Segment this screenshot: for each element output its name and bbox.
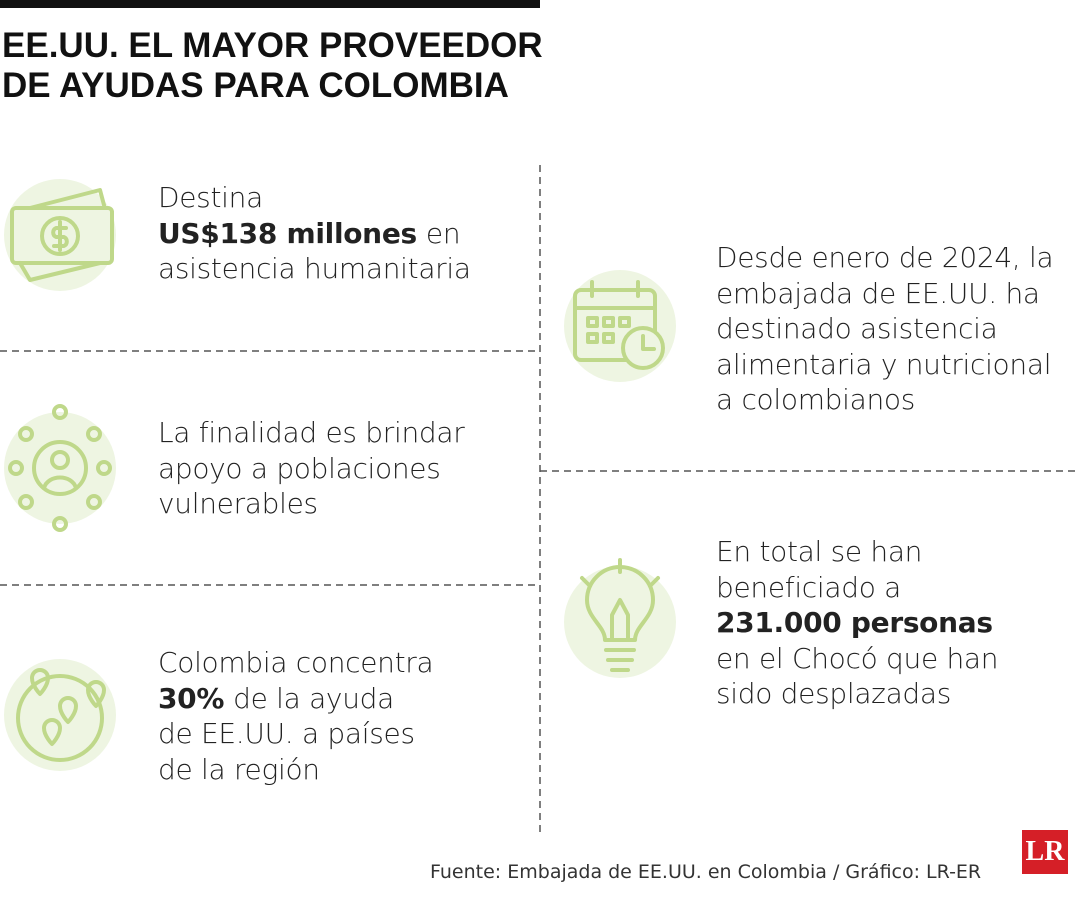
- text-line: a colombianos: [716, 382, 1053, 418]
- title: EE.UU. EL MAYOR PROVEEDOR DE AYUDAS PARA…: [2, 26, 543, 106]
- text-line: en el Chocó que han: [716, 641, 999, 677]
- text-line: 231.000 personas: [716, 605, 998, 641]
- text: La finalidad es brindar: [158, 416, 465, 449]
- text: Colombia concentra: [158, 646, 434, 679]
- highlight: 231.000 personas: [716, 606, 993, 639]
- text-line: de EE.UU. a países: [158, 716, 433, 752]
- top-bar: [0, 0, 540, 8]
- text-line: de la región: [158, 752, 433, 788]
- text-line: beneficiado a: [716, 570, 998, 606]
- text-line: destinado asistencia: [716, 311, 1053, 347]
- text-line: Destina: [158, 180, 471, 216]
- text-line: embajada de EE.UU. ha: [716, 276, 1053, 312]
- text-line: sido desplazadas: [716, 676, 998, 712]
- text: asistencia humanitaria: [158, 252, 471, 285]
- highlight: US$138 millones: [158, 216, 417, 250]
- text: de la región: [158, 752, 320, 786]
- source: Fuente: Embajada de EE.UU. en Colombia /…: [430, 861, 982, 883]
- text: destinado asistencia: [716, 312, 998, 345]
- title-line: DE AYUDAS PARA COLOMBIA: [2, 66, 509, 105]
- text: beneficiado a: [716, 570, 902, 604]
- text: en: [425, 216, 461, 250]
- text-line: alimentaria y nutricional: [716, 347, 1053, 383]
- item: En total se han beneficiado a 231.000 pers…: [716, 534, 999, 712]
- text: Desde enero de 2024, la: [716, 241, 1054, 274]
- text-line: En total se han: [716, 534, 998, 570]
- text: apoyo a poblaciones: [158, 451, 441, 485]
- text-line: asistencia humanitaria: [158, 251, 471, 287]
- text: embajada de EE.UU. ha: [716, 276, 1040, 310]
- text: vulnerables: [158, 487, 318, 520]
- text-line: apoyo a poblaciones: [158, 451, 464, 487]
- logo: LR: [1022, 830, 1068, 874]
- text-line: La finalidad es brindar: [158, 415, 465, 451]
- text: Destina: [158, 181, 263, 214]
- item: La finalidad es brindar apoyo a poblacion…: [158, 415, 465, 522]
- text-line: vulnerables: [158, 486, 464, 522]
- item: Colombia concentra 30% de la ayuda de EE.UU…: [158, 645, 434, 788]
- title-line: EE.UU. EL MAYOR PROVEEDOR: [2, 26, 543, 65]
- text-line: Colombia concentra: [158, 645, 434, 681]
- text-line: Desde enero de 2024, la: [716, 240, 1054, 276]
- text: a colombianos: [716, 383, 916, 416]
- item: Desde enero de 2024, la embajada de EE.UU…: [716, 240, 1054, 418]
- text: de EE.UU. a países: [158, 717, 415, 750]
- text-line: US$138 millones en: [158, 216, 471, 252]
- text: de la ayuda: [233, 681, 394, 715]
- item: Destina US$138 millones en asistencia human…: [158, 180, 471, 287]
- text: sido desplazadas: [716, 677, 952, 710]
- highlight: 30%: [158, 681, 225, 715]
- text: en el Chocó que han: [716, 641, 999, 675]
- text-line: 30% de la ayuda: [158, 681, 433, 717]
- text: En total se han: [716, 535, 923, 568]
- text: alimentaria y nutricional: [716, 347, 1052, 381]
